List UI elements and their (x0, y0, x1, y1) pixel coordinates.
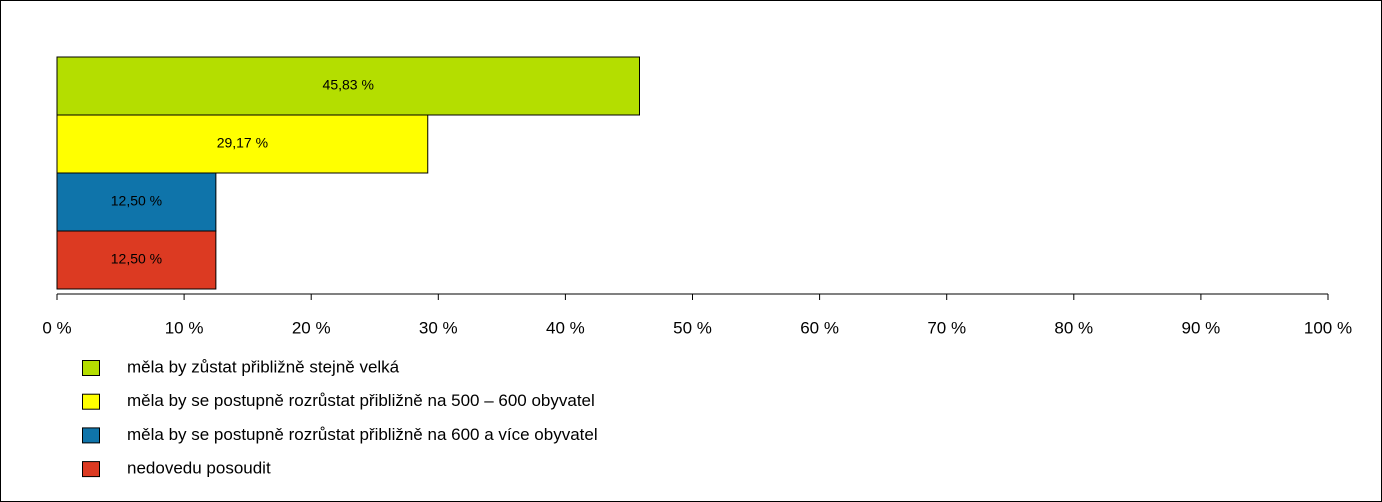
x-tick-label: 70 % (927, 318, 966, 337)
x-tick-label: 20 % (292, 318, 331, 337)
data-label: 12,50 % (111, 251, 162, 267)
data-label: 12,50 % (111, 193, 162, 209)
x-tick-label: 10 % (165, 318, 204, 337)
x-tick-label: 30 % (419, 318, 458, 337)
x-tick-label: 0 % (42, 318, 71, 337)
legend-label: měla by se postupně rozrůstat přibližně … (127, 391, 595, 410)
legend-swatch (82, 393, 100, 410)
data-label: 29,17 % (217, 135, 268, 151)
bar (56, 172, 217, 232)
legend-swatch (82, 360, 100, 376)
legend-label: měla by zůstat přibližně stejně velká (127, 357, 400, 376)
x-tick-label: 100 % (1304, 318, 1352, 337)
x-tick-label: 50 % (673, 318, 712, 337)
data-label: 45,83 % (323, 77, 374, 93)
legend-label: měla by se postupně rozrůstat přibližně … (127, 425, 598, 444)
x-tick-label: 80 % (1054, 318, 1093, 337)
legend-swatch (82, 461, 100, 478)
legend-swatch (82, 427, 100, 444)
bar (56, 114, 429, 174)
bar (56, 56, 640, 116)
bar (56, 230, 217, 290)
x-tick-label: 40 % (546, 318, 585, 337)
x-tick-label: 90 % (1182, 318, 1221, 337)
x-tick-label: 60 % (800, 318, 839, 337)
legend-label: nedovedu posoudit (127, 459, 271, 478)
